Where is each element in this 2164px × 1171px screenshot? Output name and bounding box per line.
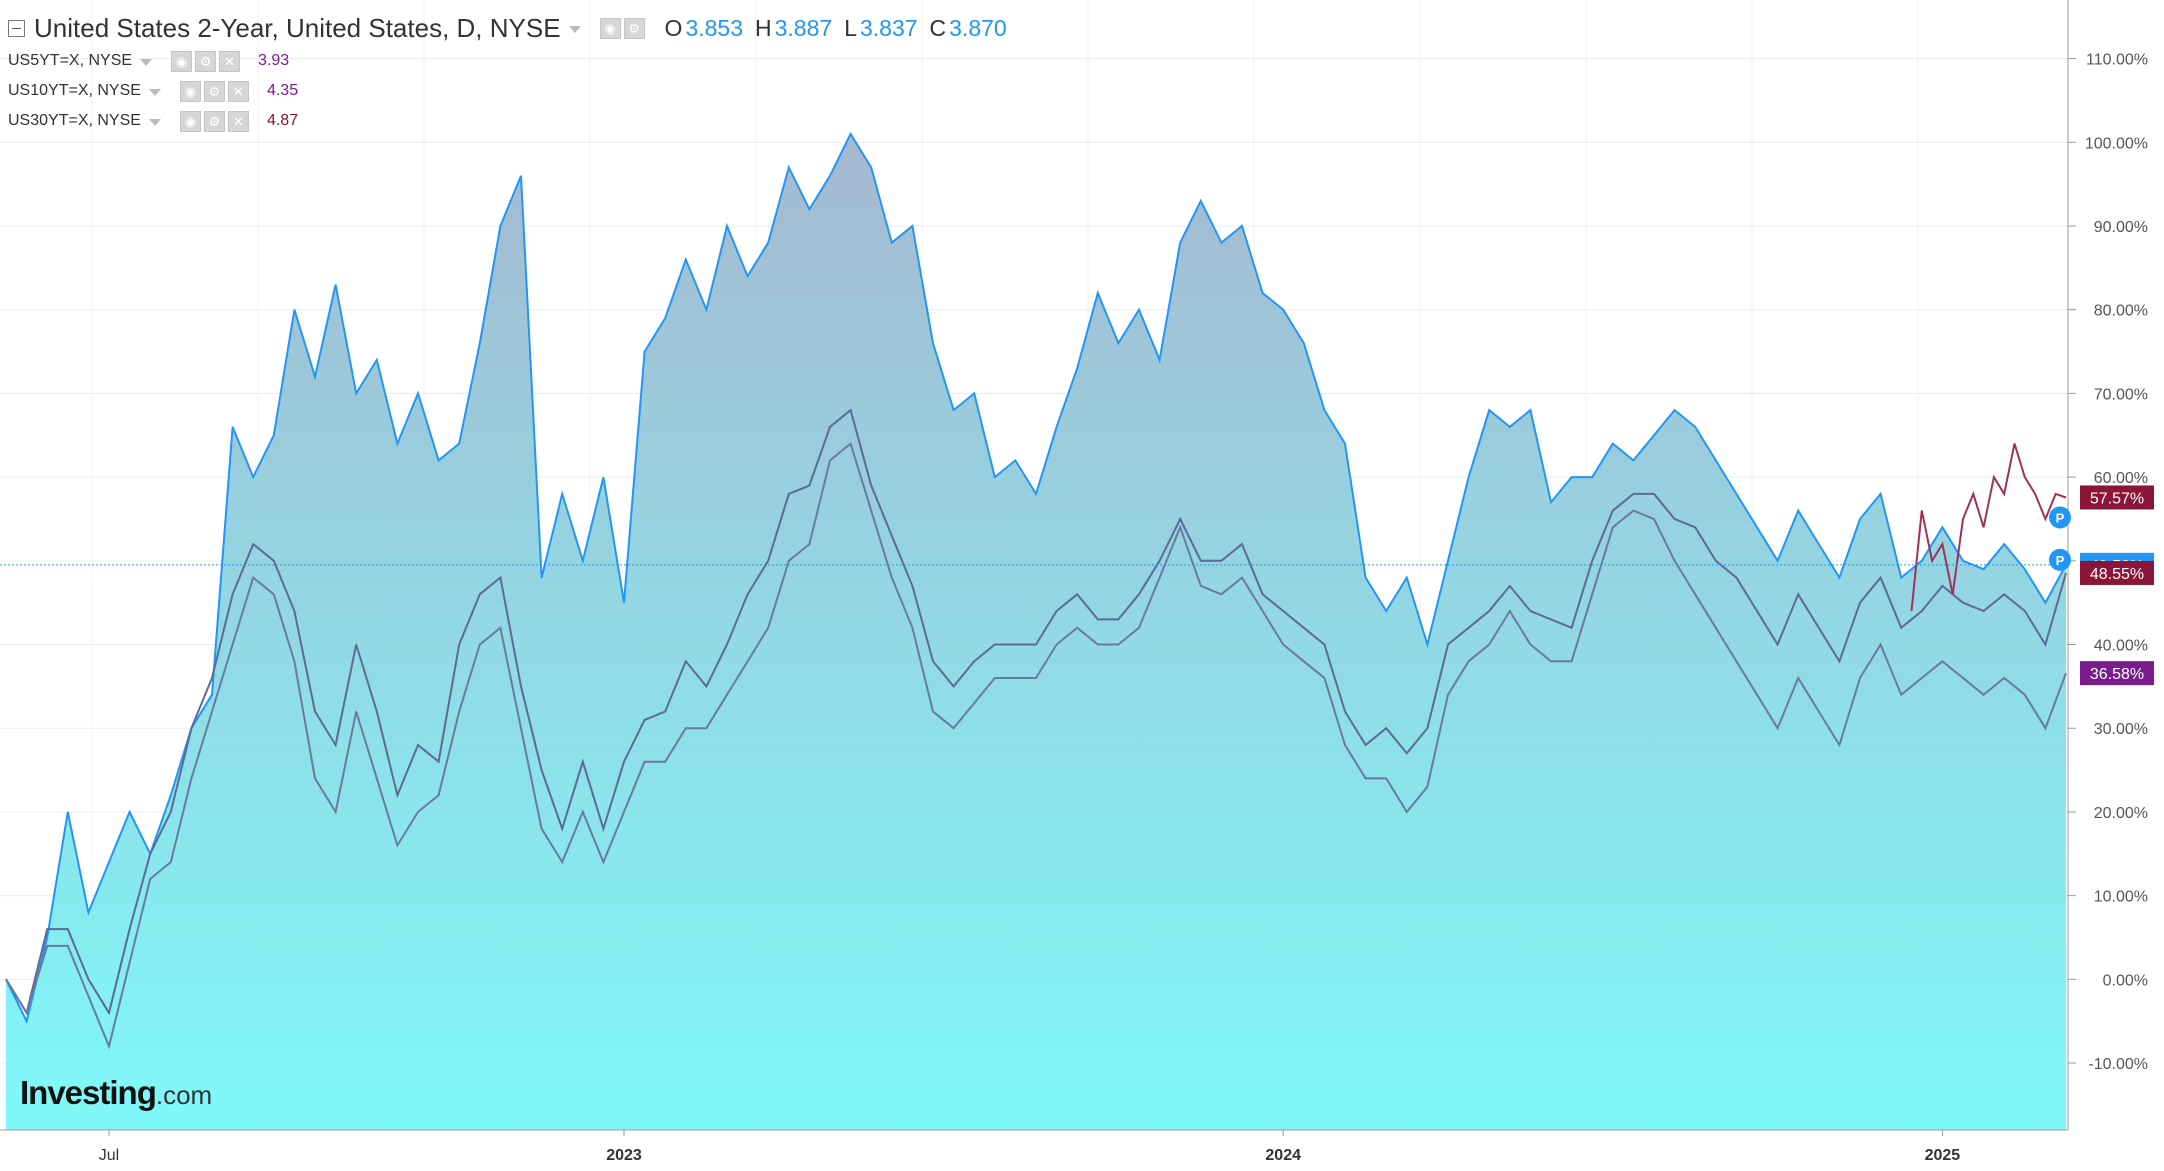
series-line (5, 408, 2067, 1016)
chevron-down-icon[interactable] (568, 26, 581, 33)
price-marker-letter: P (2056, 510, 2065, 525)
y-tick-label: 110.00% (2086, 52, 2148, 69)
y-tick-label: 20.00% (2094, 805, 2148, 822)
y-tick-label: -10.00% (2088, 1056, 2148, 1073)
y-tick-label: 60.00% (2094, 470, 2148, 487)
ohlc-close-value: 3.870 (949, 14, 1007, 41)
compare-row-us10yt: US10YT=X, NYSE ◉ ⚙ ✕ 4.35 (8, 76, 1007, 106)
y-tick-label: 80.00% (2094, 303, 2148, 320)
gear-icon[interactable]: ⚙ (195, 50, 217, 72)
x-tick-label: Jul (99, 1147, 119, 1164)
series-line (5, 441, 2067, 1050)
compare-row-us30yt: US30YT=X, NYSE ◉ ⚙ ✕ 4.87 (8, 106, 1007, 136)
compare-row-us5yt: US5YT=X, NYSE ◉ ⚙ ✕ 3.93 (8, 46, 1007, 76)
series-line (1910, 443, 2067, 612)
last-value-label: 57.57% P (2049, 485, 2154, 529)
label-text: 36.58% (2090, 666, 2144, 683)
price-marker-icon (2049, 548, 2071, 571)
y-tick-label: 10.00% (2094, 889, 2148, 906)
main-series-title: United States 2-Year, United States, D, … (34, 12, 561, 43)
ohlc-close-key: C (929, 14, 947, 41)
series-line (5, 131, 2067, 1025)
visibility-icon[interactable]: ◉ (179, 80, 201, 102)
gear-icon[interactable]: ⚙ (203, 110, 225, 132)
last-value-label: 48.55% (2080, 560, 2154, 585)
compare-value: 4.87 (266, 112, 299, 129)
visibility-icon[interactable]: ◉ (599, 17, 621, 39)
x-tick-label: 2024 (1265, 1147, 1301, 1164)
compare-value: 4.35 (266, 82, 299, 99)
y-tick-label: 30.00% (2094, 721, 2148, 738)
price-marker-icon (2049, 506, 2071, 529)
chevron-down-icon[interactable] (140, 59, 153, 66)
chevron-down-icon[interactable] (148, 89, 161, 96)
ohlc-open-value: 3.853 (685, 14, 743, 41)
x-tick-label: 2025 (1925, 1147, 1961, 1164)
gear-icon[interactable]: ⚙ (623, 17, 645, 39)
compare-symbol: US30YT=X, NYSE (8, 112, 141, 129)
y-tick-label: 90.00% (2094, 219, 2148, 236)
price-marker-letter: P (2056, 553, 2065, 568)
label-text: 48.55% (2090, 566, 2144, 583)
compare-value: 3.93 (258, 52, 290, 69)
label-bg (2080, 560, 2154, 585)
ohlc-low-key: L (844, 14, 857, 41)
y-tick-label: 0.00% (2103, 972, 2148, 989)
last-value-label: 36.58% (2080, 661, 2154, 686)
y-tick-label: 40.00% (2094, 638, 2148, 655)
label-text: 57.57% (2090, 490, 2144, 507)
ohlc-high-value: 3.887 (774, 14, 833, 41)
label-bg (2080, 485, 2154, 510)
x-tick-label: 2023 (606, 1147, 642, 1164)
visibility-icon[interactable]: ◉ (171, 50, 193, 72)
close-icon[interactable]: ✕ (219, 50, 241, 72)
visibility-icon[interactable]: ◉ (179, 110, 201, 132)
area-fill (6, 133, 2066, 1130)
y-tick-label: 100.00% (2085, 135, 2148, 152)
ohlc-high-key: H (755, 14, 772, 41)
investing-logo: Investing.com (20, 1074, 213, 1111)
close-icon[interactable]: ✕ (227, 110, 249, 132)
label-bg (2080, 661, 2154, 686)
y-tick-label: 70.00% (2094, 386, 2148, 403)
compare-symbol: US10YT=X, NYSE (8, 82, 141, 99)
last-value-labels: 49.52%P48.55%36.58%57.57%P (2049, 485, 2154, 686)
ohlc-open-key: O (664, 14, 683, 41)
compare-symbol: US5YT=X, NYSE (8, 52, 133, 69)
close-icon[interactable]: ✕ (227, 80, 249, 102)
legend: United States 2-Year, United States, D, … (8, 10, 1007, 136)
gear-icon[interactable]: ⚙ (203, 80, 225, 102)
main-series-row: United States 2-Year, United States, D, … (8, 10, 1007, 46)
ohlc-low-value: 3.837 (859, 14, 918, 41)
chevron-down-icon[interactable] (148, 119, 161, 126)
series-layer (0, 131, 2068, 1130)
collapse-icon[interactable] (8, 19, 25, 37)
